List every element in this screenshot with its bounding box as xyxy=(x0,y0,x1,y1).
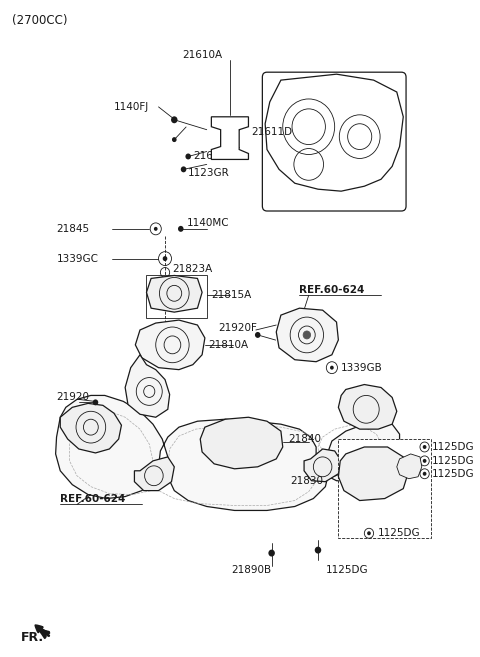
Polygon shape xyxy=(125,355,169,417)
Polygon shape xyxy=(276,308,338,362)
Polygon shape xyxy=(200,417,283,469)
Circle shape xyxy=(172,137,177,142)
Text: 1125DG: 1125DG xyxy=(432,456,475,466)
Text: 1140MC: 1140MC xyxy=(186,218,229,228)
Text: REF.60-624: REF.60-624 xyxy=(60,493,126,503)
Circle shape xyxy=(93,399,98,405)
Circle shape xyxy=(185,154,191,160)
Text: 21614: 21614 xyxy=(193,152,226,162)
Polygon shape xyxy=(265,74,403,191)
Circle shape xyxy=(178,226,183,232)
Polygon shape xyxy=(397,454,422,479)
Polygon shape xyxy=(56,396,399,510)
Text: REF.60-624: REF.60-624 xyxy=(300,285,365,296)
Circle shape xyxy=(423,445,426,449)
Text: 21840: 21840 xyxy=(288,434,321,444)
Circle shape xyxy=(367,532,371,535)
Text: 21611D: 21611D xyxy=(251,127,292,137)
Polygon shape xyxy=(211,117,249,160)
Circle shape xyxy=(181,166,186,172)
Polygon shape xyxy=(304,449,341,482)
Circle shape xyxy=(369,469,378,479)
Text: 21845: 21845 xyxy=(57,224,90,234)
Polygon shape xyxy=(135,320,205,370)
Circle shape xyxy=(255,332,261,338)
Text: 21920: 21920 xyxy=(57,392,90,402)
Bar xyxy=(338,439,431,538)
Circle shape xyxy=(237,439,245,447)
Circle shape xyxy=(268,550,275,556)
Text: FR.: FR. xyxy=(21,631,45,644)
Text: 1339GC: 1339GC xyxy=(57,254,98,263)
Text: 21823A: 21823A xyxy=(172,263,213,273)
Text: 1339GB: 1339GB xyxy=(341,363,383,373)
Polygon shape xyxy=(146,275,202,312)
Text: 1140FJ: 1140FJ xyxy=(114,102,149,112)
Text: 21610A: 21610A xyxy=(182,51,222,60)
Text: 1125DG: 1125DG xyxy=(432,442,475,452)
Circle shape xyxy=(330,366,334,370)
Text: 21890B: 21890B xyxy=(231,565,271,575)
Text: 1125DG: 1125DG xyxy=(325,565,368,575)
Text: (2700CC): (2700CC) xyxy=(12,14,68,27)
Text: 1125DG: 1125DG xyxy=(378,528,421,538)
Text: 21810A: 21810A xyxy=(209,340,249,350)
Text: 1123GR: 1123GR xyxy=(188,168,230,178)
Circle shape xyxy=(163,256,168,261)
Circle shape xyxy=(303,331,311,339)
Text: 21920F: 21920F xyxy=(218,323,257,333)
Text: 1125DG: 1125DG xyxy=(432,468,475,479)
Text: 21830: 21830 xyxy=(290,476,323,486)
Polygon shape xyxy=(134,457,174,491)
Circle shape xyxy=(423,472,426,476)
FancyBboxPatch shape xyxy=(263,72,406,211)
Circle shape xyxy=(315,547,321,554)
Polygon shape xyxy=(338,447,409,501)
Circle shape xyxy=(423,459,426,463)
Text: 21815A: 21815A xyxy=(211,290,252,300)
Circle shape xyxy=(171,116,178,124)
Polygon shape xyxy=(60,403,121,453)
Polygon shape xyxy=(338,384,397,429)
Circle shape xyxy=(154,227,157,231)
